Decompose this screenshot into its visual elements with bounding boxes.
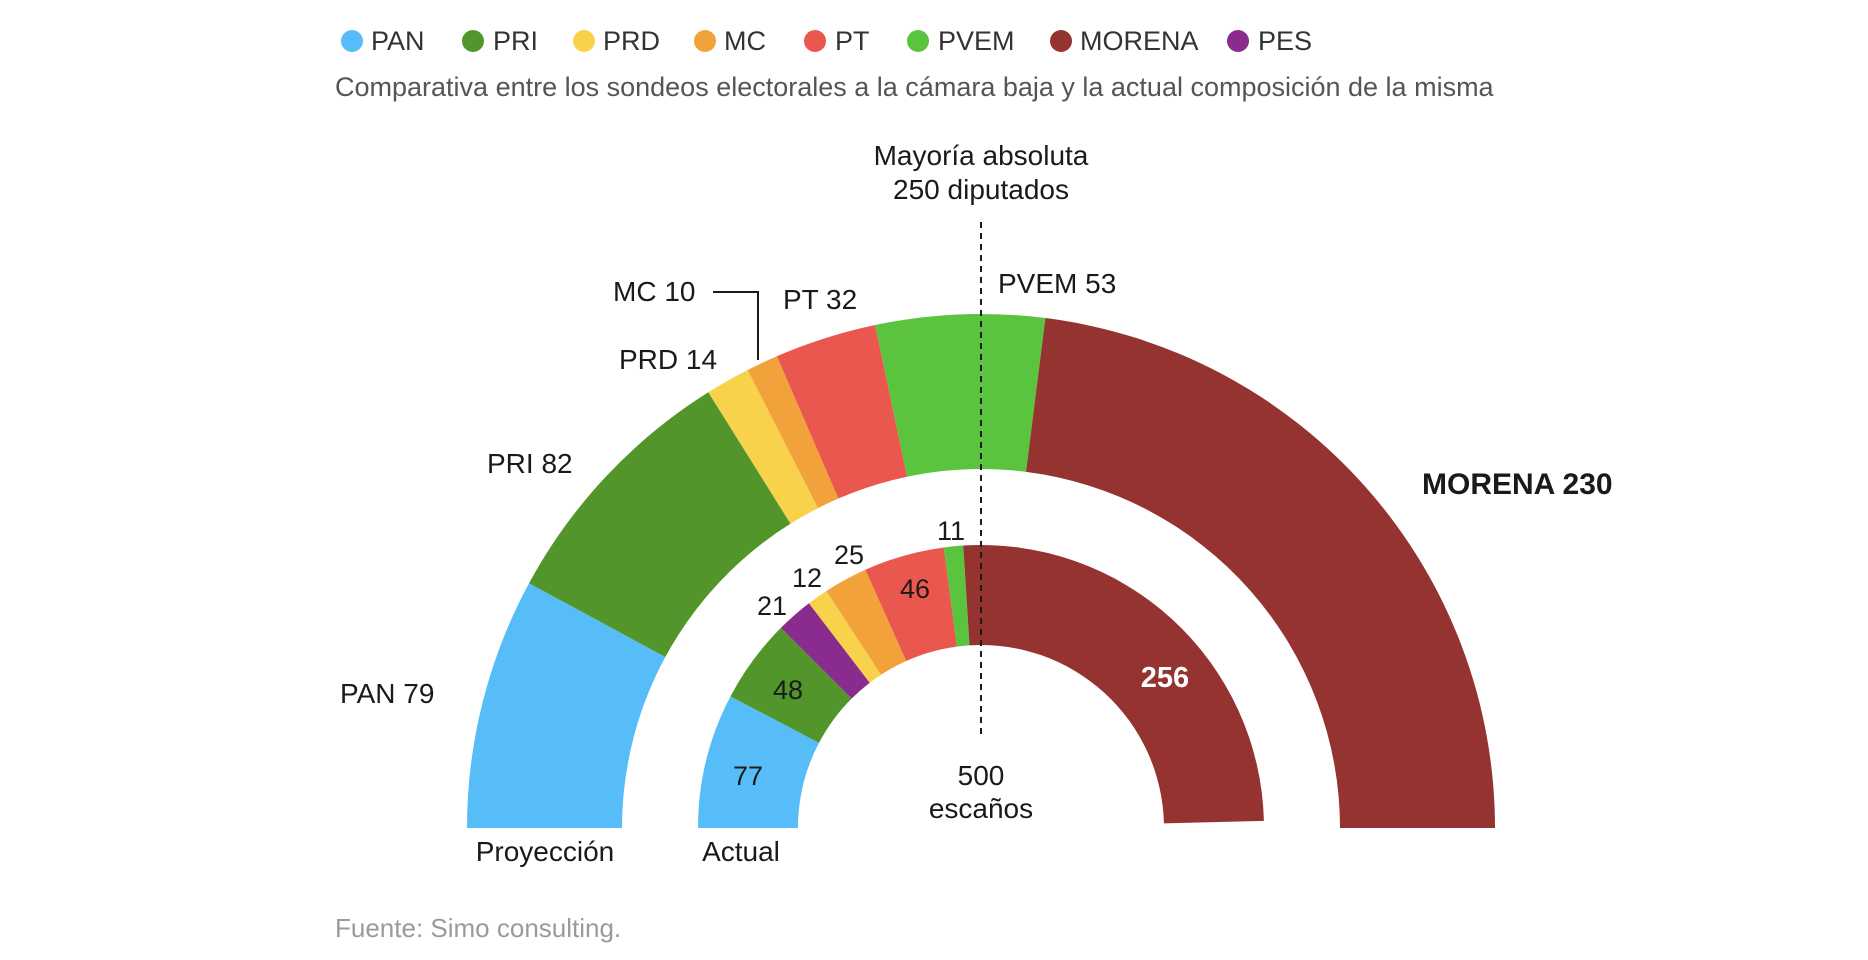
legend-swatch-pan xyxy=(341,30,363,52)
legend-swatch-pri xyxy=(462,30,484,52)
mc-leader-line xyxy=(713,291,759,360)
legend-swatch-mc xyxy=(694,30,716,52)
inner-label-pes: 21 xyxy=(757,591,787,621)
legend: PAN PRI PRD MC PT PVEM MORENA PES xyxy=(341,26,1312,56)
majority-label-line1: Mayoría absoluta xyxy=(874,140,1089,171)
center-label-line1: 500 xyxy=(958,760,1005,791)
legend-swatch-morena xyxy=(1050,30,1072,52)
source-note: Fuente: Simo consulting. xyxy=(335,913,621,943)
legend-label-pes: PES xyxy=(1258,26,1312,56)
inner-arc-segment-morena xyxy=(963,544,1264,824)
outer-label-pri: PRI 82 xyxy=(487,448,573,479)
legend-label-mc: MC xyxy=(724,26,766,56)
inner-arc-segment-mc xyxy=(826,569,907,675)
inner-arc-segment-pes xyxy=(780,603,870,699)
inner-arc-segment-prd xyxy=(808,590,882,683)
outer-label-pan: PAN 79 xyxy=(340,678,434,709)
legend-swatch-pes xyxy=(1227,30,1249,52)
inner-arc-segment-pri xyxy=(730,627,852,743)
outer-arc-segment-pvem xyxy=(875,313,1046,477)
outer-label-prd: PRD 14 xyxy=(619,344,717,375)
legend-swatch-prd xyxy=(573,30,595,52)
outer-label-mc: MC 10 xyxy=(613,276,695,307)
series-label-actual: Actual xyxy=(702,836,780,867)
inner-label-pri: 48 xyxy=(773,675,803,705)
legend-swatch-pt xyxy=(804,30,826,52)
legend-label-pt: PT xyxy=(835,26,870,56)
inner-label-pt: 46 xyxy=(900,574,930,604)
inner-arc-segment-pt xyxy=(865,547,957,661)
outer-label-pt: PT 32 xyxy=(783,284,857,315)
series-label-proyeccion: Proyección xyxy=(476,836,615,867)
legend-swatch-pvem xyxy=(907,30,929,52)
outer-arc-segment-prd xyxy=(708,370,819,524)
outer-arc-segment-pan xyxy=(467,583,666,828)
center-label-line2: escaños xyxy=(929,793,1033,824)
inner-arc-segment-pan xyxy=(698,696,820,828)
outer-arc-segment-pri xyxy=(529,392,791,658)
outer-arc-segment-pt xyxy=(776,325,908,499)
legend-label-pan: PAN xyxy=(371,26,425,56)
outer-arc-segment-morena xyxy=(1025,318,1495,828)
outer-arc-segment-mc xyxy=(747,356,839,509)
inner-label-pan: 77 xyxy=(733,761,763,791)
legend-label-pri: PRI xyxy=(493,26,538,56)
inner-arc-group xyxy=(698,544,1264,828)
inner-arc-segment-pvem xyxy=(943,545,970,647)
inner-label-mc: 25 xyxy=(834,540,864,570)
outer-arc-group xyxy=(467,313,1495,828)
legend-label-pvem: PVEM xyxy=(938,26,1015,56)
outer-label-pvem: PVEM 53 xyxy=(998,268,1116,299)
legend-label-morena: MORENA xyxy=(1080,26,1199,56)
inner-label-prd: 12 xyxy=(792,563,822,593)
legend-label-prd: PRD xyxy=(603,26,660,56)
inner-label-pvem: 11 xyxy=(937,516,965,546)
chart-subtitle: Comparativa entre los sondeos electorale… xyxy=(335,72,1495,102)
majority-label-line2: 250 diputados xyxy=(893,174,1069,205)
outer-label-morena: MORENA 230 xyxy=(1422,468,1613,501)
inner-label-morena: 256 xyxy=(1141,662,1189,694)
